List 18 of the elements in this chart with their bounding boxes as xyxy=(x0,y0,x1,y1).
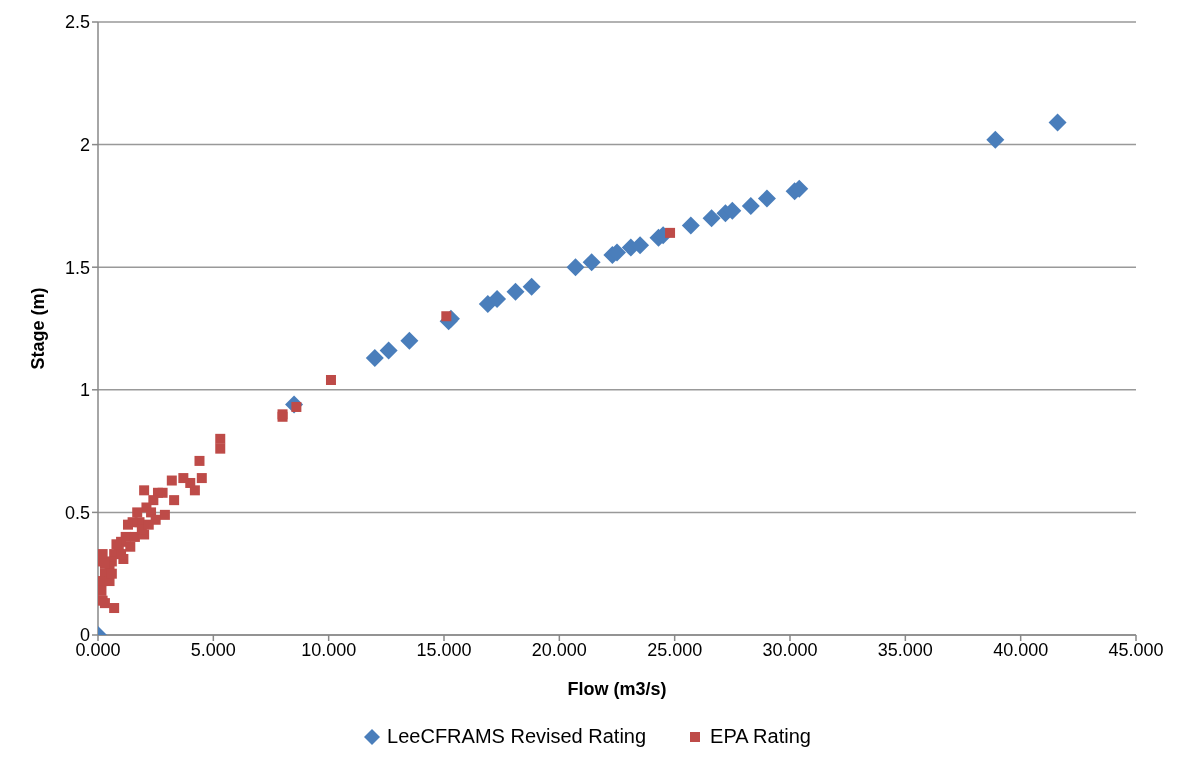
x-tick-label: 15.000 xyxy=(416,639,472,660)
x-tick-label: 5.000 xyxy=(190,639,236,660)
x-tick-label: 25.000 xyxy=(647,639,703,660)
y-tick-label: 2 xyxy=(79,134,90,155)
y-tick-label: 1 xyxy=(79,380,90,401)
y-axis-title: Stage (m) xyxy=(28,287,49,370)
legend-label: LeeCFRAMS Revised Rating xyxy=(387,725,647,748)
x-tick-label: 30.000 xyxy=(762,639,818,660)
x-tick-label: 20.000 xyxy=(531,639,587,660)
y-tick-label: 1.5 xyxy=(64,257,90,278)
x-axis-title: Flow (m3/s) xyxy=(567,679,667,699)
legend-label: EPA Rating xyxy=(710,725,811,748)
x-tick-label: 45.000 xyxy=(1108,639,1164,660)
y-tick-label: 0.5 xyxy=(64,502,90,523)
x-tick-label: 40.000 xyxy=(993,639,1049,660)
x-tick-label: 10.000 xyxy=(301,639,357,660)
x-tick-label: 35.000 xyxy=(877,639,933,660)
y-tick-label: 2.5 xyxy=(64,12,90,33)
